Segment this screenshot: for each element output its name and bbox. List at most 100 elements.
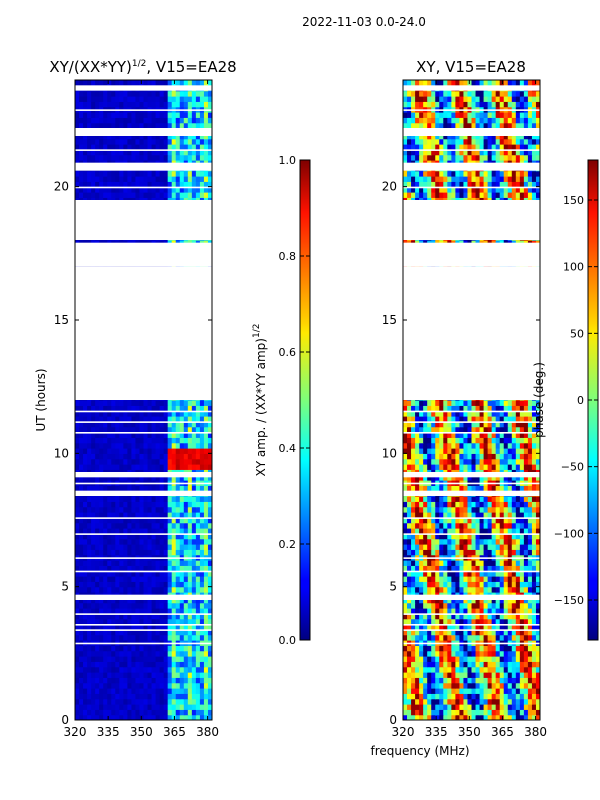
heatmap-cell xyxy=(115,677,120,684)
heatmap-cell xyxy=(171,133,177,140)
heatmap-cell xyxy=(111,448,116,454)
heatmap-cell xyxy=(483,714,489,720)
heatmap-cell xyxy=(163,426,169,433)
heatmap-cell xyxy=(183,485,189,492)
heatmap-cell xyxy=(79,581,84,588)
heatmap-cell xyxy=(419,688,424,694)
heatmap-cell xyxy=(443,677,448,684)
heatmap-cell xyxy=(131,176,137,182)
heatmap-cell xyxy=(427,650,432,657)
heatmap-cell xyxy=(199,677,205,684)
heatmap-cell xyxy=(495,677,501,684)
heatmap-cell xyxy=(159,650,165,657)
heatmap-cell xyxy=(91,538,96,545)
heatmap-cell xyxy=(415,602,420,609)
heatmap-cell xyxy=(155,666,161,673)
heatmap-cell xyxy=(207,656,212,662)
heatmap-cell xyxy=(107,448,112,454)
heatmap-cell xyxy=(523,624,529,630)
heatmap-cell xyxy=(187,90,193,97)
heatmap-cell xyxy=(75,464,80,470)
heatmap-cell xyxy=(123,538,128,545)
heatmap-cell xyxy=(199,645,205,652)
heatmap-cell xyxy=(99,421,104,428)
heatmap-cell xyxy=(143,186,149,193)
heatmap-cell xyxy=(423,688,428,694)
heatmap-cell xyxy=(175,144,181,150)
heatmap-cell xyxy=(135,154,141,161)
heatmap-cell xyxy=(507,704,513,710)
heatmap-cell xyxy=(103,138,108,145)
heatmap-cell xyxy=(499,650,505,657)
heatmap-cell xyxy=(159,586,165,593)
heatmap-cell xyxy=(175,661,181,668)
heatmap-cell xyxy=(403,608,408,614)
heatmap-cell xyxy=(423,613,428,620)
left-plot-frame xyxy=(74,79,213,721)
heatmap-cell xyxy=(167,597,173,604)
heatmap-cell xyxy=(187,656,193,662)
heatmap-cell xyxy=(103,506,108,513)
heatmap-cell xyxy=(131,448,137,454)
heatmap-cell xyxy=(455,629,461,636)
heatmap-cell xyxy=(151,682,157,689)
heatmap-cell xyxy=(487,666,493,673)
heatmap-cell xyxy=(491,661,497,668)
heatmap-cell xyxy=(175,133,181,140)
heatmap-cell xyxy=(99,629,104,636)
heatmap-cell xyxy=(191,645,197,652)
heatmap-cell xyxy=(83,416,88,422)
heatmap-cell xyxy=(203,133,209,140)
heatmap-cell xyxy=(91,122,96,129)
heatmap-cell xyxy=(167,90,173,97)
heatmap-cell xyxy=(143,80,149,86)
heatmap-cell xyxy=(483,704,489,710)
heatmap-cell xyxy=(191,453,197,460)
heatmap-cell xyxy=(183,576,189,582)
heatmap-cell xyxy=(155,117,161,124)
heatmap-cell xyxy=(167,634,173,641)
heatmap-cell xyxy=(75,602,80,609)
heatmap-cell xyxy=(147,656,153,662)
heatmap-cell xyxy=(107,432,112,438)
heatmap-cell xyxy=(79,597,84,604)
heatmap-cell xyxy=(203,650,209,657)
heatmap-cell xyxy=(515,698,521,705)
heatmap-cell xyxy=(207,602,212,609)
heatmap-cell xyxy=(199,650,205,657)
heatmap-cell xyxy=(183,581,189,588)
heatmap-cell xyxy=(123,405,128,412)
heatmap-cell xyxy=(207,560,212,566)
heatmap-cell xyxy=(431,682,436,689)
heatmap-cell xyxy=(107,416,112,422)
heatmap-cell xyxy=(179,672,185,678)
heatmap-cell xyxy=(207,485,212,492)
heatmap-cell xyxy=(187,176,193,182)
heatmap-cell xyxy=(203,656,209,662)
heatmap-cell xyxy=(199,453,205,460)
heatmap-cell xyxy=(107,528,112,534)
heatmap-cell xyxy=(119,501,124,508)
heatmap-cell xyxy=(159,90,165,97)
heatmap-cell xyxy=(471,661,477,668)
heatmap-cell xyxy=(499,602,505,609)
heatmap-cell xyxy=(139,709,145,716)
heatmap-cell xyxy=(535,666,540,673)
heatmap-cell xyxy=(511,645,517,652)
heatmap-cell xyxy=(127,186,133,193)
heatmap-cell xyxy=(159,704,165,710)
heatmap-cell xyxy=(167,538,173,545)
heatmap-cell xyxy=(191,634,197,641)
heatmap-cell xyxy=(159,117,165,124)
heatmap-cell xyxy=(191,538,197,545)
heatmap-cell xyxy=(207,576,212,582)
heatmap-cell xyxy=(455,602,461,609)
heatmap-cell xyxy=(179,656,185,662)
heatmap-cell xyxy=(155,453,161,460)
right-panel-title: XY, V15=EA28 xyxy=(416,58,526,76)
heatmap-cell xyxy=(203,517,209,524)
heatmap-cell xyxy=(183,682,189,689)
heatmap-cell xyxy=(147,672,153,678)
heatmap-cell xyxy=(411,602,416,609)
heatmap-cell xyxy=(123,464,128,470)
